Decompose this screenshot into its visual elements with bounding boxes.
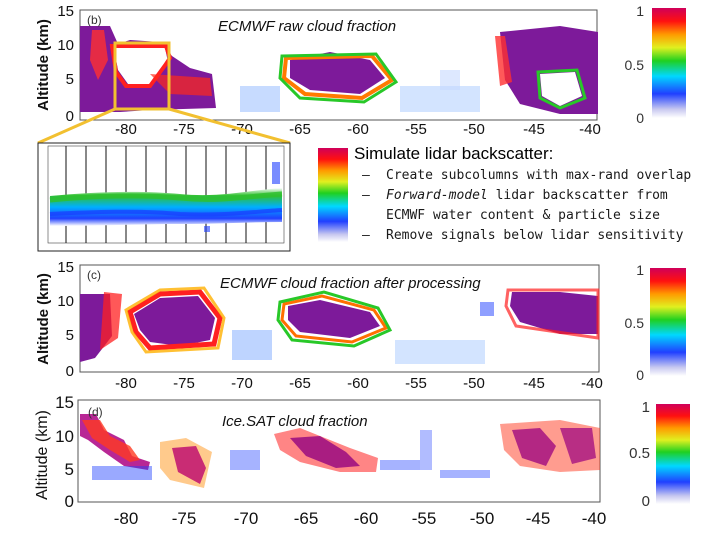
xtick: -65 xyxy=(294,509,319,528)
bullet-dash: – xyxy=(362,228,370,243)
panel-c-yticks: 15 10 5 0 xyxy=(57,259,74,380)
colorbar-d: 1 0.5 0 xyxy=(629,399,690,510)
lidar-bullet-list: – Create subcolumns with max-rand overla… xyxy=(362,166,714,246)
panel-b: (b) ECMWF raw cloud fraction Altitude (k… xyxy=(35,3,601,138)
xtick: -80 xyxy=(115,375,137,392)
panel-c-title: ECMWF cloud fraction after processing xyxy=(220,275,481,292)
lidar-bullet: – Forward-model lidar backscatter from E… xyxy=(362,186,714,226)
bullet-dash: – xyxy=(362,188,370,203)
xtick: -55 xyxy=(405,375,427,392)
xtick: -55 xyxy=(412,509,437,528)
colorbar-tick: 1 xyxy=(642,399,650,416)
ytick: 10 xyxy=(57,293,74,310)
bullet-dash: – xyxy=(362,168,370,183)
panel-d-ylabel: Altitude (km) xyxy=(34,410,51,500)
ytick: 5 xyxy=(65,460,74,479)
panel-b-title: ECMWF raw cloud fraction xyxy=(218,18,396,35)
panel-d-letter: (d) xyxy=(88,405,103,419)
bullet-text: Create subcolumns with max-rand overlap xyxy=(386,168,692,183)
colorbar-tick: 0.5 xyxy=(625,315,645,331)
ytick: 15 xyxy=(57,3,74,20)
colorbar-tick: 1 xyxy=(636,262,644,278)
colorbar-tick: 0 xyxy=(642,493,650,510)
xtick: -70 xyxy=(231,375,253,392)
subcolumn-inset xyxy=(37,142,291,252)
xtick: -70 xyxy=(234,509,259,528)
xtick: -45 xyxy=(523,121,545,138)
panel-c-clouds xyxy=(80,286,600,364)
colorbar-c-ramp xyxy=(650,268,686,376)
colorbar-tick: 0 xyxy=(636,367,644,383)
colorbar-tick: 1 xyxy=(636,3,644,19)
panel-b-ylabel: Altitude (km) xyxy=(35,19,52,111)
panel-d-yticks: 15 10 5 0 xyxy=(55,393,74,511)
ytick: 0 xyxy=(66,108,74,125)
xtick: -45 xyxy=(526,509,551,528)
panel-d-title: Ice.SAT cloud fraction xyxy=(222,413,368,430)
colorbar-tick: 0 xyxy=(636,110,644,126)
panel-c-ylabel: Altitude (km) xyxy=(35,273,52,365)
colorbar-tick: 0.5 xyxy=(629,445,650,462)
bullet-text: Remove signals below lidar sensitivity xyxy=(386,228,684,243)
bullet-text: lidar backscatter from ECMWF water conte… xyxy=(386,188,668,223)
xtick: -60 xyxy=(347,121,369,138)
xtick: -50 xyxy=(470,509,495,528)
ytick: 10 xyxy=(57,37,74,54)
colorbar-b: 1 0.5 0 xyxy=(625,3,686,126)
zoom-connector-right xyxy=(168,107,291,145)
colorbar-b-ramp xyxy=(652,8,686,118)
panel-d-xticks: -80 -75 -70 -65 -60 -55 -50 -45 -40 xyxy=(114,509,607,528)
xtick: -50 xyxy=(463,375,485,392)
panel-c-letter: (c) xyxy=(87,268,101,282)
ytick: 15 xyxy=(55,393,74,412)
colorbar-d-ramp xyxy=(656,404,690,504)
xtick: -80 xyxy=(115,121,137,138)
xtick: -80 xyxy=(114,509,139,528)
xtick: -40 xyxy=(581,375,603,392)
xtick: -75 xyxy=(173,121,195,138)
panel-d: (d) Ice.SAT cloud fraction Altitude (km)… xyxy=(34,393,606,528)
lidar-heading: Simulate lidar backscatter: xyxy=(354,144,554,163)
lidar-bullet: – Remove signals below lidar sensitivity xyxy=(362,226,714,246)
lidar-bullet: – Create subcolumns with max-rand overla… xyxy=(362,166,714,186)
xtick: -55 xyxy=(405,121,427,138)
bullet-text-block: Forward-model lidar backscatter from ECM… xyxy=(386,186,714,226)
ytick: 5 xyxy=(66,71,74,88)
xtick: -40 xyxy=(579,121,601,138)
xtick: -75 xyxy=(173,375,195,392)
panel-b-yticks: 15 10 5 0 xyxy=(57,3,74,125)
xtick: -60 xyxy=(347,375,369,392)
panel-c: ECMWF cloud fraction after processing (c… xyxy=(35,259,603,392)
ytick: 5 xyxy=(66,327,74,344)
xtick: -60 xyxy=(354,509,379,528)
panel-b-letter: (b) xyxy=(87,13,102,27)
xtick: -40 xyxy=(582,509,607,528)
zoom-connector-left xyxy=(37,107,116,145)
inset-colorbar xyxy=(318,148,348,242)
ytick: 15 xyxy=(57,259,74,276)
ytick: 0 xyxy=(65,492,74,511)
xtick: -65 xyxy=(289,121,311,138)
inset-cloud-band xyxy=(50,188,282,226)
panel-c-xticks: -80 -75 -70 -65 -60 -55 -50 -45 -40 xyxy=(115,375,603,392)
xtick: -65 xyxy=(289,375,311,392)
bullet-emphasis: Forward-model xyxy=(386,188,488,203)
ytick: 0 xyxy=(66,363,74,380)
panel-b-xticks: -80 -75 -70 -65 -60 -55 -50 -45 -40 xyxy=(115,121,601,138)
panel-d-clouds xyxy=(80,414,600,488)
ytick: 10 xyxy=(55,427,74,446)
colorbar-c: 1 0.5 0 xyxy=(625,262,686,383)
xtick: -45 xyxy=(523,375,545,392)
xtick: -50 xyxy=(463,121,485,138)
zoom-box xyxy=(113,41,171,111)
colorbar-tick: 0.5 xyxy=(625,57,645,73)
xtick: -75 xyxy=(172,509,197,528)
